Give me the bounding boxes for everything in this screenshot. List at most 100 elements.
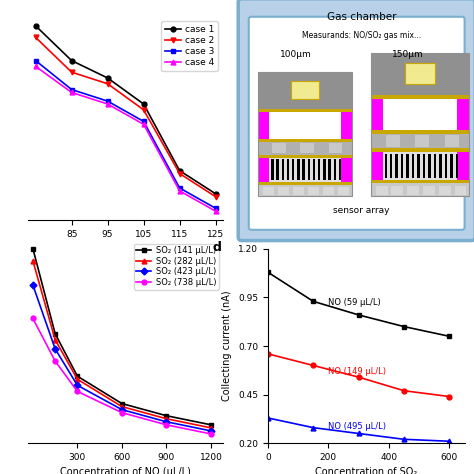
Bar xyxy=(456,154,458,178)
SO₂ (423 μL/L) xyxy=(119,407,125,412)
Bar xyxy=(371,148,469,152)
Bar xyxy=(334,159,336,180)
Bar xyxy=(269,158,341,182)
Bar xyxy=(415,135,429,147)
Bar xyxy=(407,186,419,195)
SO₂ (141 μL/L) xyxy=(164,413,169,419)
Legend: SO₂ (141 μL/L), SO₂ (282 μL/L), SO₂ (423 μL/L), SO₂ (738 μL/L): SO₂ (141 μL/L), SO₂ (282 μL/L), SO₂ (423… xyxy=(134,244,219,290)
Bar xyxy=(423,154,425,178)
SO₂ (141 μL/L) xyxy=(208,422,214,428)
Line: case 1: case 1 xyxy=(33,23,218,196)
Bar xyxy=(376,186,388,195)
Bar xyxy=(339,159,341,180)
Y-axis label: Collecting current (nA): Collecting current (nA) xyxy=(222,291,232,401)
Bar xyxy=(278,187,289,195)
Bar xyxy=(434,154,436,178)
Bar xyxy=(392,186,403,195)
Bar xyxy=(293,187,304,195)
Bar xyxy=(338,187,349,195)
case 2 xyxy=(69,69,74,75)
SO₂ (738 μL/L) xyxy=(30,316,36,321)
case 3 xyxy=(69,87,74,92)
Bar xyxy=(258,112,352,139)
FancyBboxPatch shape xyxy=(249,17,465,230)
Bar xyxy=(383,99,457,130)
SO₂ (282 μL/L) xyxy=(208,425,214,431)
Bar xyxy=(258,142,352,155)
case 4 xyxy=(105,101,110,107)
X-axis label: Concentration of NO (μL/L): Concentration of NO (μL/L) xyxy=(60,467,191,474)
SO₂ (423 μL/L) xyxy=(164,419,169,425)
Bar xyxy=(371,53,469,95)
Line: SO₂ (423 μL/L): SO₂ (423 μL/L) xyxy=(30,283,213,433)
Text: sensor array: sensor array xyxy=(333,207,390,215)
X-axis label: Concentration of SO₂: Concentration of SO₂ xyxy=(315,467,417,474)
SO₂ (423 μL/L) xyxy=(74,383,80,388)
Bar xyxy=(258,182,352,185)
Bar xyxy=(417,154,420,178)
case 4 xyxy=(177,188,182,194)
Bar xyxy=(439,154,442,178)
SO₂ (738 μL/L) xyxy=(52,358,58,364)
Bar xyxy=(341,158,352,182)
FancyBboxPatch shape xyxy=(238,0,474,241)
Bar xyxy=(328,159,331,180)
SO₂ (738 μL/L) xyxy=(74,389,80,394)
case 1 xyxy=(177,168,182,173)
Bar xyxy=(308,187,319,195)
SO₂ (282 μL/L) xyxy=(74,376,80,382)
Bar xyxy=(371,95,469,99)
Bar xyxy=(450,154,453,178)
Bar xyxy=(318,159,320,180)
Bar xyxy=(445,135,459,147)
case 1 xyxy=(69,58,74,64)
Bar xyxy=(271,159,273,180)
Text: 150μm: 150μm xyxy=(392,50,424,59)
SO₂ (738 μL/L) xyxy=(119,410,125,416)
Bar xyxy=(412,154,414,178)
Text: 100μm: 100μm xyxy=(280,50,311,59)
Bar xyxy=(405,63,435,84)
Bar xyxy=(401,154,403,178)
Bar xyxy=(371,53,469,196)
Bar xyxy=(323,159,326,180)
Bar xyxy=(272,143,286,154)
SO₂ (738 μL/L) xyxy=(164,422,169,428)
SO₂ (423 μL/L) xyxy=(30,282,36,288)
Bar xyxy=(384,154,387,178)
case 2 xyxy=(177,171,182,176)
Bar xyxy=(457,152,469,180)
Bar xyxy=(383,152,457,180)
Bar xyxy=(385,135,400,147)
case 2 xyxy=(141,107,146,113)
case 1 xyxy=(33,23,38,29)
Bar xyxy=(301,143,314,154)
Bar xyxy=(455,186,466,195)
case 3 xyxy=(105,98,110,104)
Bar xyxy=(258,72,352,196)
Text: NO (149 μL/L): NO (149 μL/L) xyxy=(328,367,386,376)
Bar xyxy=(269,112,341,139)
case 4 xyxy=(69,90,74,95)
Text: NO (59 μL/L): NO (59 μL/L) xyxy=(328,298,381,307)
Bar xyxy=(308,159,310,180)
SO₂ (282 μL/L) xyxy=(52,337,58,343)
Line: SO₂ (141 μL/L): SO₂ (141 μL/L) xyxy=(30,246,213,427)
Bar xyxy=(371,130,469,134)
Bar xyxy=(302,159,305,180)
Bar xyxy=(323,187,334,195)
case 4 xyxy=(33,64,38,69)
SO₂ (141 μL/L) xyxy=(74,374,80,379)
SO₂ (141 μL/L) xyxy=(52,331,58,337)
Bar xyxy=(313,159,315,180)
Bar xyxy=(406,154,409,178)
Bar xyxy=(371,180,469,183)
Bar xyxy=(276,159,279,180)
case 2 xyxy=(213,194,219,200)
Bar xyxy=(263,187,274,195)
Bar xyxy=(258,72,352,109)
Bar xyxy=(258,185,352,196)
Bar xyxy=(258,109,352,112)
case 3 xyxy=(213,205,219,211)
SO₂ (141 μL/L) xyxy=(119,401,125,406)
